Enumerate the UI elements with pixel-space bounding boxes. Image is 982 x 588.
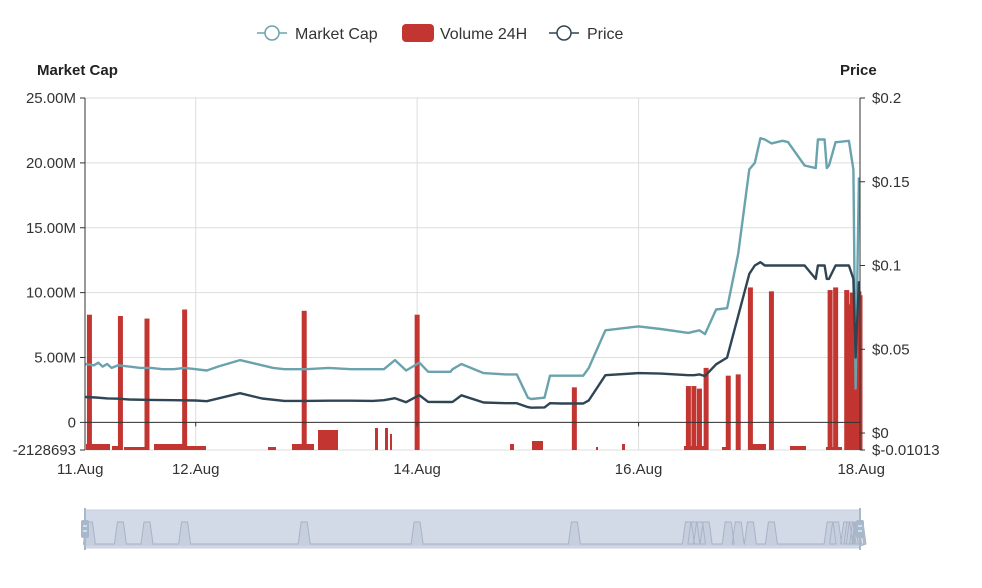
right-tick-label: $-0.01013 <box>872 442 940 459</box>
left-tick-label: 25.00M <box>26 90 76 107</box>
market-cap-line[interactable] <box>84 137 861 401</box>
volume-bar-low[interactable] <box>86 444 110 450</box>
zoom-track[interactable] <box>84 509 861 549</box>
legend-label: Price <box>587 26 624 43</box>
volume-bar-low[interactable] <box>684 446 704 450</box>
volume-bar-low[interactable] <box>390 434 392 450</box>
legend-item-price[interactable]: Price <box>549 25 624 43</box>
x-tick-label: 11.Aug <box>57 461 103 478</box>
volume-bar-low[interactable] <box>596 447 598 450</box>
volume-bar[interactable] <box>144 318 150 450</box>
volume-bar-low[interactable] <box>790 446 806 450</box>
volume-bar[interactable] <box>747 287 753 450</box>
volume-bar[interactable] <box>685 386 691 450</box>
volume-bar-low[interactable] <box>318 430 338 450</box>
zoom-preview <box>82 521 867 547</box>
axes: -2128693 0 5.00M 10.00M 15.00M 20.00M 25.00M $-… <box>13 90 940 478</box>
x-tick-label: 18.Aug <box>837 461 885 478</box>
volume-bar-low[interactable] <box>186 446 206 450</box>
volume-bar[interactable] <box>86 314 92 450</box>
right-tick-label: $0 <box>872 425 889 442</box>
legend-circle-swatch <box>556 25 572 41</box>
volume-bar[interactable] <box>735 374 741 450</box>
volume-bar-low[interactable] <box>752 444 766 450</box>
right-tick-label: $0.2 <box>872 90 901 107</box>
volume-bar-low[interactable] <box>622 444 625 450</box>
volume-bar-low[interactable] <box>385 428 388 450</box>
volume-bar-low[interactable] <box>532 441 543 450</box>
left-tick-label: 20.00M <box>26 155 76 172</box>
volume-bar[interactable] <box>849 292 855 450</box>
volume-bar-low[interactable] <box>826 447 842 450</box>
volume-bar-low[interactable] <box>722 447 726 450</box>
volume-bar[interactable] <box>691 386 697 450</box>
left-axis-title: Market Cap <box>37 62 118 79</box>
series-lines[interactable] <box>84 137 861 409</box>
zoom-handle-right[interactable] <box>856 508 864 550</box>
data-zoom-slider[interactable] <box>81 508 867 550</box>
volume-bar[interactable] <box>768 291 774 450</box>
left-tick-label: 5.00M <box>34 350 76 367</box>
left-tick-label: -2128693 <box>13 442 76 459</box>
right-tick-label: $0.05 <box>872 341 910 358</box>
x-tick-label: 16.Aug <box>615 461 663 478</box>
legend-item-volume-24h[interactable]: Volume 24H <box>402 24 527 43</box>
zoom-handle-left[interactable] <box>81 508 89 550</box>
legend-circle-swatch <box>264 25 280 41</box>
zoom-selection[interactable] <box>85 510 860 548</box>
volume-bar[interactable] <box>844 290 850 450</box>
right-tick-label: $0.1 <box>872 258 901 275</box>
left-tick-label: 15.00M <box>26 220 76 237</box>
price-line[interactable] <box>84 261 861 409</box>
legend[interactable]: Market Cap Volume 24H Price <box>257 24 624 43</box>
volume-bar-low[interactable] <box>416 447 419 450</box>
volume-bar[interactable] <box>827 290 833 450</box>
volume-bar[interactable] <box>301 310 307 450</box>
right-tick-label: $0.15 <box>872 174 910 191</box>
volume-bar[interactable] <box>696 388 702 450</box>
legend-label: Volume 24H <box>440 26 527 43</box>
volume-bar-low[interactable] <box>124 447 148 450</box>
volume-bar[interactable] <box>725 375 731 450</box>
legend-swatch <box>402 24 434 42</box>
volume-bar-low[interactable] <box>375 428 378 450</box>
legend-label: Market Cap <box>295 26 378 43</box>
volume-bar[interactable] <box>833 287 839 450</box>
grid-lines <box>84 97 861 451</box>
legend-item-market-cap[interactable]: Market Cap <box>257 25 378 43</box>
volume-bar-low[interactable] <box>112 446 118 450</box>
right-axis-title: Price <box>840 62 877 79</box>
left-tick-label: 10.00M <box>26 285 76 302</box>
volume-bar[interactable] <box>414 314 420 450</box>
x-tick-label: 14.Aug <box>393 461 441 478</box>
left-tick-label: 0 <box>68 414 76 431</box>
volume-bar[interactable] <box>703 367 709 450</box>
volume-bar-low[interactable] <box>292 444 314 450</box>
volume-bar-low[interactable] <box>154 444 183 450</box>
volume-bar[interactable] <box>182 309 188 450</box>
volume-bar[interactable] <box>117 315 123 450</box>
volume-bar-low[interactable] <box>268 447 276 450</box>
x-tick-label: 12.Aug <box>172 461 220 478</box>
volume-bar-low[interactable] <box>510 444 514 450</box>
volume-bar[interactable] <box>571 387 577 450</box>
